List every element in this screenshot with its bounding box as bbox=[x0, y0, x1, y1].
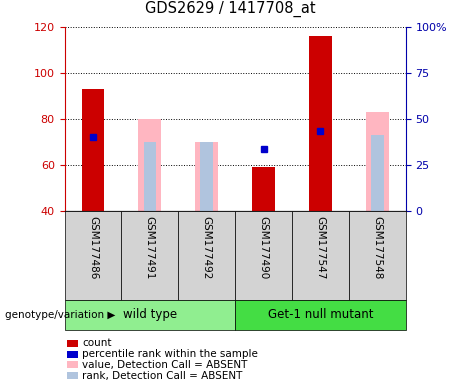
Text: GSM177491: GSM177491 bbox=[145, 216, 155, 279]
Bar bbox=[201, 142, 213, 211]
Bar bbox=[82, 89, 104, 211]
Text: GSM177547: GSM177547 bbox=[315, 216, 325, 279]
Text: GSM177492: GSM177492 bbox=[201, 216, 212, 279]
Bar bbox=[143, 142, 156, 211]
Text: Get-1 null mutant: Get-1 null mutant bbox=[268, 308, 373, 321]
Bar bbox=[138, 119, 161, 211]
Text: genotype/variation ▶: genotype/variation ▶ bbox=[5, 310, 115, 320]
Bar bbox=[252, 167, 275, 211]
Bar bbox=[195, 142, 218, 211]
Text: GSM177548: GSM177548 bbox=[372, 216, 382, 279]
Text: wild type: wild type bbox=[123, 308, 177, 321]
Bar bbox=[309, 36, 332, 211]
Text: value, Detection Call = ABSENT: value, Detection Call = ABSENT bbox=[82, 360, 248, 370]
Bar bbox=[371, 135, 384, 211]
Text: percentile rank within the sample: percentile rank within the sample bbox=[82, 349, 258, 359]
Text: GSM177486: GSM177486 bbox=[88, 216, 98, 279]
Text: GDS2629 / 1417708_at: GDS2629 / 1417708_at bbox=[145, 1, 316, 17]
Bar bbox=[366, 112, 389, 211]
Text: count: count bbox=[82, 338, 112, 348]
Text: rank, Detection Call = ABSENT: rank, Detection Call = ABSENT bbox=[82, 371, 242, 381]
Text: GSM177490: GSM177490 bbox=[259, 216, 269, 279]
